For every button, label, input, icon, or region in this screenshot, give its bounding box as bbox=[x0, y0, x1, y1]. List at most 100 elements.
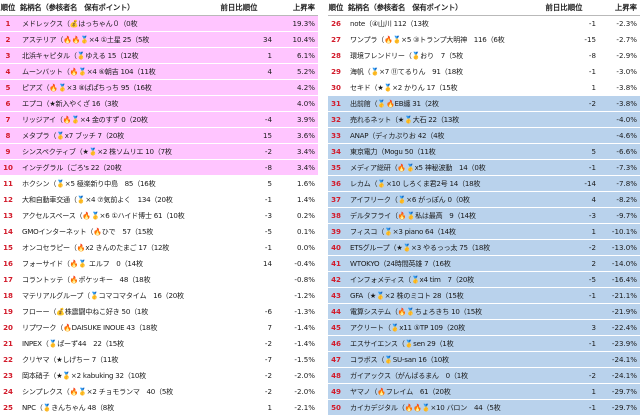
change-rate-cell: -0.4% bbox=[294, 259, 315, 268]
table-row[interactable]: 15 オンコセラピー（🔥x2 きんのたまご 17（12枚 -1 0.0% bbox=[0, 240, 318, 256]
change-rate-cell: -2.3% bbox=[616, 19, 637, 28]
prev-rank-change-cell: -1 bbox=[588, 339, 596, 348]
stock-name-cell: マテリアルグループ（🥇コマコマタイム 16（20枚 bbox=[22, 290, 184, 300]
change-rate-cell: -1.3% bbox=[294, 307, 315, 316]
table-row[interactable]: 11 ホクシン（🥇×5 極楽新り中島 85（16枚 5 1.6% bbox=[0, 176, 318, 192]
table-row[interactable]: 39 フィスコ（🥇×3 piano 64（14枚 1 -10.1% bbox=[328, 224, 640, 240]
stock-name-cell: メタプラ（🥇x7 ブッチ 7（20枚 bbox=[22, 130, 125, 140]
rank-cell: 28 bbox=[331, 51, 341, 60]
table-row[interactable]: 23 岡本硝子（★🥇×2 kabuking 32（10枚 -2 -2.0% bbox=[0, 368, 318, 384]
table-row[interactable]: 24 シンプレクス（🔥🥇×2 チョモランマ 40（5枚 -2 -2.0% bbox=[0, 384, 318, 400]
prev-rank-change-cell: -5 bbox=[588, 275, 596, 284]
change-rate-cell: 4.2% bbox=[296, 83, 315, 92]
rank-cell: 45 bbox=[331, 323, 341, 332]
table-row[interactable]: 43 GFA（★🥇×2 株のミコト 28（15枚 -1 -21.1% bbox=[328, 288, 640, 304]
table-row[interactable]: 2 アステリア（🔥🔥🥇×4 ①土星 25（5枚 34 10.4% bbox=[0, 32, 318, 48]
change-rate-cell: 3.9% bbox=[296, 115, 315, 124]
table-row[interactable]: 50 カイカデジタル（🔥🔥🥇×10 バロン 44（5枚 -1 -29.7% bbox=[328, 400, 640, 416]
header-rank: 順位 bbox=[328, 3, 344, 12]
table-row[interactable]: 20 リプワーク（🔥DAISUKE INOUE 43（18枚 7 -1.4% bbox=[0, 320, 318, 336]
change-rate-cell: 3.4% bbox=[296, 147, 315, 156]
table-header: 順位 銘柄名（参核者名 保有ポイント） 前日比順位 上昇率 bbox=[0, 0, 318, 16]
table-row[interactable]: 22 クリヤマ（★しげちー 7（11枚 -7 -1.5% bbox=[0, 352, 318, 368]
table-row[interactable]: 9 シンスペクティブ（★🥇×2 株ソムリエ 10（7枚 -2 3.4% bbox=[0, 144, 318, 160]
table-row[interactable]: 42 インフォメティス（🥇x4 tim 7（20枚 -5 -16.4% bbox=[328, 272, 640, 288]
table-row[interactable]: 6 エプコ（★新入やくざ 16（3枚 4.0% bbox=[0, 96, 318, 112]
table-row[interactable]: 27 ワンプラ（🔥🥇×5 ③トランプ大明神 116（6枚 -15 -2.7% bbox=[328, 32, 640, 48]
stock-name-cell: メドレックス（💰はっちゃん０（0枚 bbox=[22, 18, 138, 28]
table-row[interactable]: 4 ムーンバット（🔥🥇×4 ⑥朝吉 104（11枚 4 5.2% bbox=[0, 64, 318, 80]
table-row[interactable]: 25 NPC（🥇きんちゃん 48（8枚 1 -2.1% bbox=[0, 400, 318, 416]
change-rate-cell: -23.9% bbox=[611, 339, 637, 348]
table-row[interactable]: 12 大和自動車交通（🥇×4 ⑦気前よく 134（20枚 -1 1.4% bbox=[0, 192, 318, 208]
table-row[interactable]: 29 海帆（🥇×7 ⑪てるりん 91（18枚 -1 -3.0% bbox=[328, 64, 640, 80]
table-row[interactable]: 46 エスサイエンス（🥇sen 29（1枚 -1 -23.9% bbox=[328, 336, 640, 352]
table-row[interactable]: 18 マテリアルグループ（🥇コマコマタイム 16（20枚 -1.2% bbox=[0, 288, 318, 304]
stock-name-cell: 東京電力（Mogu 50（11枚 bbox=[350, 146, 436, 156]
prev-rank-change-cell: 14 bbox=[262, 259, 272, 268]
stock-name-cell: コラントッテ（🔥ポケッキー 48（18枚 bbox=[22, 274, 151, 284]
change-rate-cell: -2.0% bbox=[294, 387, 315, 396]
rank-cell: 1 bbox=[5, 19, 11, 28]
table-row[interactable]: 34 東京電力（Mogu 50（11枚 5 -6.6% bbox=[328, 144, 640, 160]
table-row[interactable]: 26 note（④山川 112（13枚 -1 -2.3% bbox=[328, 16, 640, 32]
rank-cell: 9 bbox=[5, 147, 11, 156]
table-row[interactable]: 47 コラボス（🥇SU-san 16（10枚 -24.1% bbox=[328, 352, 640, 368]
rank-cell: 12 bbox=[3, 195, 13, 204]
prev-rank-change-cell: -2 bbox=[264, 339, 272, 348]
table-row[interactable]: 45 アクリート（🥇x11 ⑤TP 109（20枚 3 -22.4% bbox=[328, 320, 640, 336]
change-rate-cell: -10.1% bbox=[611, 227, 637, 236]
rank-cell: 7 bbox=[5, 115, 11, 124]
table-row[interactable]: 37 アイフリーク（🥇×6 がっぽん 0（0枚 4 -8.2% bbox=[328, 192, 640, 208]
prev-rank-change-cell: 34 bbox=[262, 35, 272, 44]
table-row[interactable]: 32 売れるネット（★🥇大石 22（13枚 -4.0% bbox=[328, 112, 640, 128]
table-row[interactable]: 30 セキド（★🥇×2 かりん 17（15枚 1 -3.8% bbox=[328, 80, 640, 96]
table-row[interactable]: 41 WTOKYO（24時間英雄 7（16枚 2 -14.0% bbox=[328, 256, 640, 272]
table-row[interactable]: 44 電算システム（🔥🥇ちょろきち 10（15枚 -21.9% bbox=[328, 304, 640, 320]
prev-rank-change-cell: 1 bbox=[591, 227, 596, 236]
table-row[interactable]: 28 環境フレンドリー（🥇おり 7（5枚 -8 -2.9% bbox=[328, 48, 640, 64]
stock-name-cell: 海帆（🥇×7 ⑪てるりん 91（18枚 bbox=[350, 66, 463, 76]
change-rate-cell: -29.7% bbox=[611, 387, 637, 396]
change-rate-cell: -1.4% bbox=[294, 323, 315, 332]
change-rate-cell: -2.0% bbox=[294, 371, 315, 380]
table-row[interactable]: 7 リッジアイ（🔥🥇×4 金のすず 0（20枚 -4 3.9% bbox=[0, 112, 318, 128]
stock-name-cell: インテグラル（ごろ's 22（20枚 bbox=[22, 162, 122, 172]
table-row[interactable]: 35 メディア総研（🔥🥇x5 神秘波動 14（0枚 -1 -7.3% bbox=[328, 160, 640, 176]
table-row[interactable]: 21 INPEX（🥇ぱーず44 22（15枚 -2 -1.4% bbox=[0, 336, 318, 352]
prev-rank-change-cell: -1 bbox=[588, 291, 596, 300]
table-row[interactable]: 16 フォーサイド（🔥🥇 エルフ 0（14枚 14 -0.4% bbox=[0, 256, 318, 272]
table-row[interactable]: 10 インテグラル（ごろ's 22（20枚 -8 3.4% bbox=[0, 160, 318, 176]
table-row[interactable]: 13 アクセルスペース（🔥🥇×6 ①ハイド博士 61（10枚 -3 0.2% bbox=[0, 208, 318, 224]
table-row[interactable]: 19 フローー（💰株震闘中ねこ好き 50（1枚 -6 -1.3% bbox=[0, 304, 318, 320]
table-row[interactable]: 38 デルタフライ（🔥🥇私は最高 9（14枚 -3 -9.7% bbox=[328, 208, 640, 224]
change-rate-cell: -2.1% bbox=[294, 403, 315, 412]
table-row[interactable]: 3 北浜キャピタル（🥇ゆえる 15（12枚 1 6.1% bbox=[0, 48, 318, 64]
table-row[interactable]: 33 ANAP（ディカぷりお 42（4枚 -4.6% bbox=[328, 128, 640, 144]
change-rate-cell: 4.0% bbox=[296, 99, 315, 108]
prev-rank-change-cell: -14 bbox=[584, 179, 596, 188]
table-row[interactable]: 48 ガイアックス（がんばるまん 0（1枚 -2 -24.1% bbox=[328, 368, 640, 384]
prev-rank-change-cell: -2 bbox=[264, 147, 272, 156]
table-row[interactable]: 8 メタプラ（🥇x7 ブッチ 7（20枚 15 3.6% bbox=[0, 128, 318, 144]
table-row[interactable]: 36 レカム（🥇×10 しろくま君2号 14（18枚 -14 -7.8% bbox=[328, 176, 640, 192]
stock-name-cell: GFA（★🥇×2 株のミコト 28（15枚 bbox=[350, 290, 464, 300]
rank-cell: 40 bbox=[331, 243, 341, 252]
table-row[interactable]: 5 ピアズ（🔥🥇×3 ⑧ぱぱちっち 95（16枚 4.2% bbox=[0, 80, 318, 96]
header-name: 銘柄名（参核者名 保有ポイント） bbox=[348, 3, 463, 12]
change-rate-cell: 0.1% bbox=[296, 227, 315, 236]
table-row[interactable]: 17 コラントッテ（🔥ポケッキー 48（18枚 -0.8% bbox=[0, 272, 318, 288]
change-rate-cell: -3.8% bbox=[616, 83, 637, 92]
ranking-table-left: 順位 銘柄名（参核者名 保有ポイント） 前日比順位 上昇率 1 メドレックス（💰は… bbox=[0, 0, 318, 416]
prev-rank-change-cell: 15 bbox=[262, 131, 272, 140]
stock-name-cell: インフォメティス（🥇x4 tim 7（20枚 bbox=[350, 274, 474, 284]
prev-rank-change-cell: -1 bbox=[588, 403, 596, 412]
table-row[interactable]: 40 ETSグループ（★🥇×3 やるっっ太 75（18枚 -2 -13.0% bbox=[328, 240, 640, 256]
table-row[interactable]: 31 出前館（🥇🔥EB纏 31（2枚 -2 -3.8% bbox=[328, 96, 640, 112]
prev-rank-change-cell: -2 bbox=[264, 387, 272, 396]
table-row[interactable]: 14 GMOインターネット（🔥ひで 57（15枚 -5 0.1% bbox=[0, 224, 318, 240]
table-row[interactable]: 49 ヤマノ（🔥フレイム 61（20枚 1 -29.7% bbox=[328, 384, 640, 400]
prev-rank-change-cell: 3 bbox=[591, 323, 596, 332]
prev-rank-change-cell: -1 bbox=[264, 195, 272, 204]
table-row[interactable]: 1 メドレックス（💰はっちゃん０（0枚 19.3% bbox=[0, 16, 318, 32]
